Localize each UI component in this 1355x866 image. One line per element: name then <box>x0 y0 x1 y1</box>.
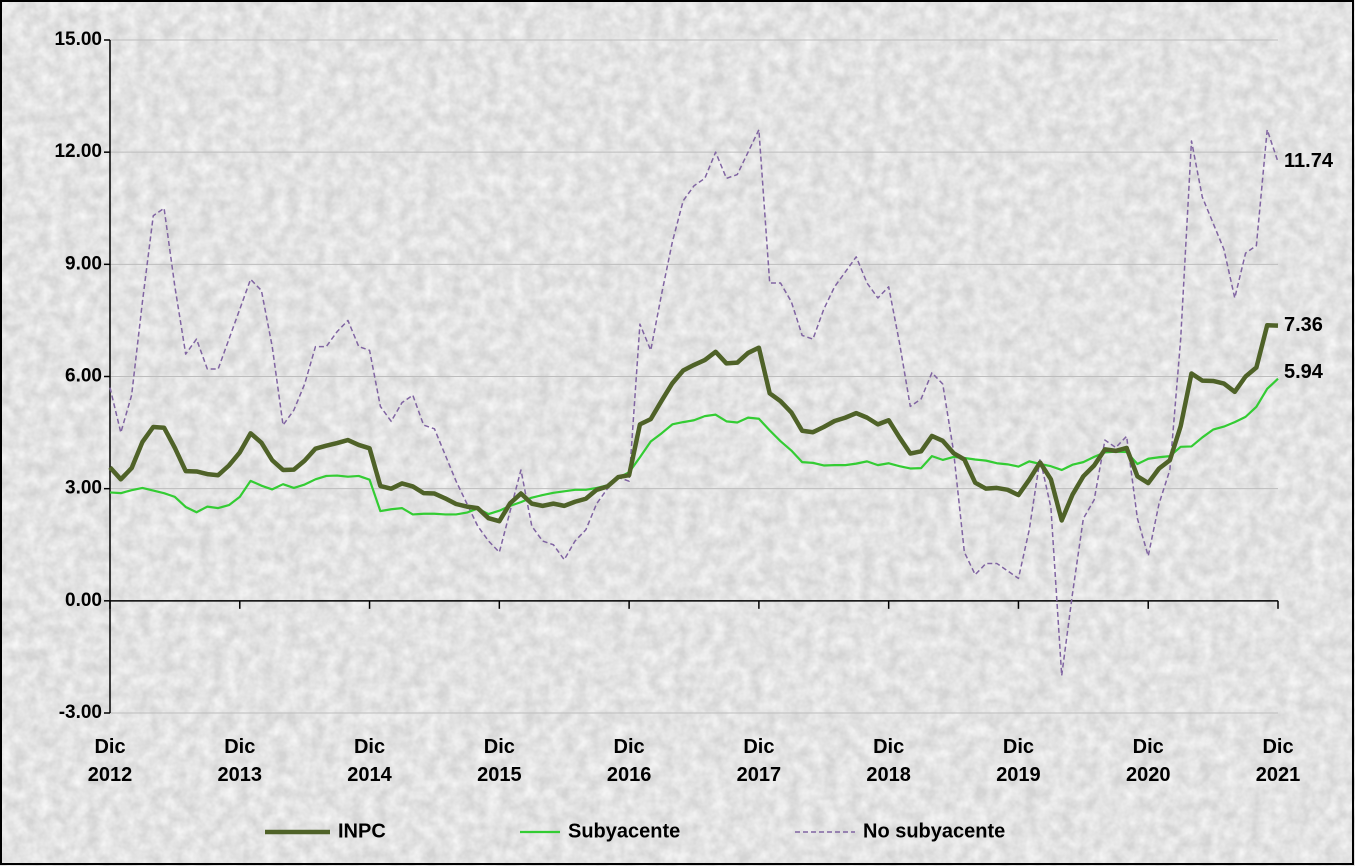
y-tick-label: 3.00 <box>65 478 102 499</box>
x-tick-label: Dic 2013 <box>217 736 263 786</box>
x-tick-label: Dic 2021 <box>1255 736 1301 786</box>
y-tick-label: 15.00 <box>54 29 102 50</box>
x-tick-label: Dic 2019 <box>996 736 1041 786</box>
x-tick-label: Dic 2018 <box>866 736 911 786</box>
x-tick-label: Dic 2017 <box>736 736 782 786</box>
end-value-label: 5.94 <box>1284 361 1324 383</box>
legend-label: INPC <box>338 820 386 842</box>
x-tick-label: Dic 2020 <box>1125 736 1171 786</box>
legend-label: No subyacente <box>863 820 1005 842</box>
x-tick-label: Dic 2014 <box>347 736 392 786</box>
x-tick-label: Dic 2015 <box>477 736 522 786</box>
x-tick-label: Dic 2012 <box>87 736 133 786</box>
legend-label: Subyacente <box>568 820 680 842</box>
data-line <box>109 128 1279 677</box>
end-value-label: 11.74 <box>1284 150 1334 172</box>
data-line <box>109 377 1279 516</box>
x-tick-label: Dic 2016 <box>606 736 652 786</box>
y-tick-label: 0.00 <box>65 590 102 611</box>
y-tick-label: 12.00 <box>54 141 102 162</box>
end-value-label: 7.36 <box>1284 314 1323 336</box>
y-tick-label: 6.00 <box>65 366 102 387</box>
y-tick-label: -3.00 <box>59 702 102 723</box>
data-line <box>108 323 1279 524</box>
y-tick-label: 9.00 <box>65 253 102 274</box>
